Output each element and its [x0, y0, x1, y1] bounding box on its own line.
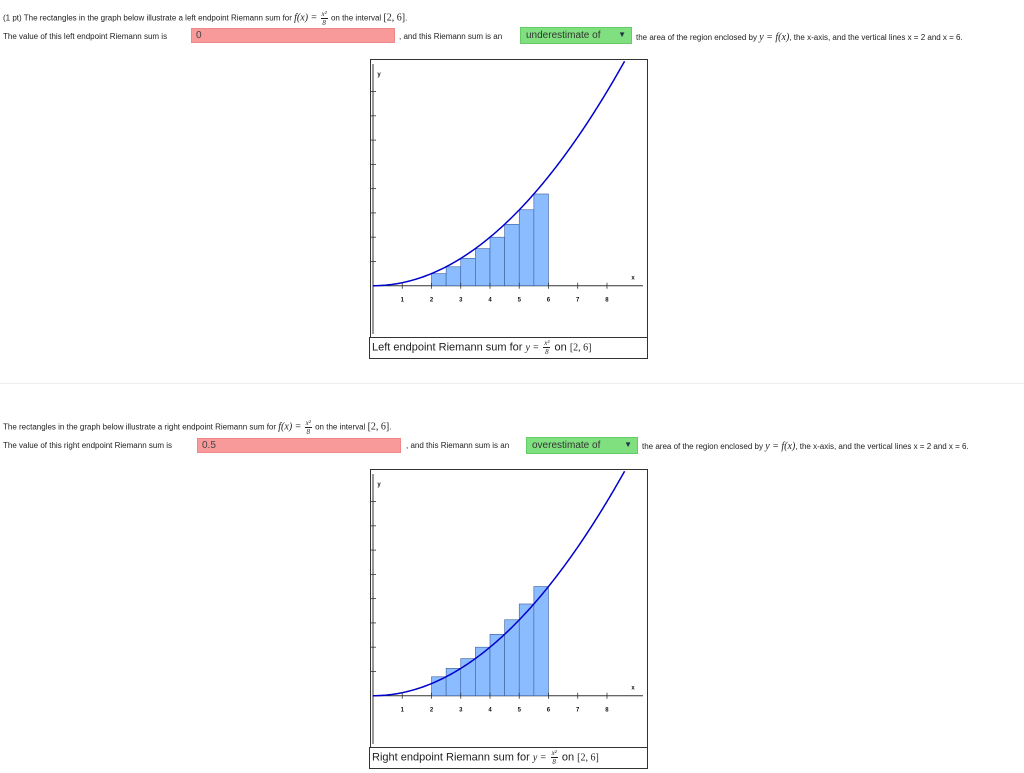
x-tick-label: 1	[401, 298, 405, 304]
x-tick-label: 3	[459, 298, 463, 304]
riemann-sum-input[interactable]: 0.5	[197, 438, 401, 453]
middle-text: , and this Riemann sum is an	[406, 441, 510, 450]
x-tick-label: 5	[518, 298, 522, 304]
x-tick-label: 7	[576, 708, 580, 714]
x-tick-label: 4	[488, 298, 492, 304]
graph-canvas-right: 1234567812345678xy	[357, 470, 643, 744]
estimate-select[interactable]: underestimate of ▼	[520, 27, 632, 44]
value-prompt: The value of this right endpoint Riemann…	[3, 441, 172, 450]
x-axis-label: x	[631, 686, 635, 692]
function-label: f(x) =	[294, 12, 318, 24]
middle-text: , and this Riemann sum is an	[399, 32, 503, 41]
x-tick-label: 3	[459, 708, 463, 714]
points-label: (1 pt)	[3, 13, 22, 23]
riemann-bar	[431, 273, 447, 287]
estimate-select[interactable]: overestimate of ▼	[526, 437, 638, 454]
riemann-bar	[489, 236, 505, 287]
x-tick-label: 5	[518, 708, 522, 714]
x-tick-label: 8	[605, 298, 609, 304]
function-curve	[372, 60, 626, 287]
riemann-bar	[489, 634, 505, 697]
riemann-bar	[445, 266, 462, 287]
riemann-bar	[460, 258, 476, 287]
function-label: f(x) =	[278, 421, 302, 433]
value-prompt: The value of this left endpoint Riemann …	[3, 32, 168, 41]
riemann-bar	[475, 248, 491, 287]
interval-label: on the interval	[330, 13, 382, 23]
select-value: overestimate of	[532, 440, 601, 451]
problem-divider	[0, 383, 1024, 384]
riemann-bar	[533, 586, 549, 697]
riemann-bar	[504, 224, 520, 287]
x-axis-label: x	[631, 276, 635, 282]
function-curve	[372, 470, 626, 697]
x-tick-label: 7	[576, 298, 580, 304]
x-tick-label: 4	[488, 708, 492, 714]
riemann-graph-left: 1234567812345678xy	[357, 59, 648, 339]
riemann-bar	[475, 646, 491, 697]
x-tick-label: 6	[547, 708, 551, 714]
y-axis-label: y	[377, 72, 381, 78]
graph-canvas-left: 1234567812345678xy	[357, 60, 643, 334]
tail-text: the area of the region enclosed by y = f…	[642, 441, 969, 452]
problem-b-intro: The rectangles in the graph below illust…	[3, 422, 277, 432]
graph-caption-left: Left endpoint Riemann sum for y = x² 8 on…	[369, 337, 648, 359]
tail-text: the area of the region enclosed by y = f…	[636, 32, 963, 43]
graph-caption-right: Right endpoint Riemann sum for y = x² 8 o…	[369, 747, 648, 769]
interval-value: [2, 6]	[383, 12, 406, 24]
problem-a-statement: (1 pt) The rectangles in the graph below…	[3, 10, 408, 27]
x-tick-label: 2	[430, 708, 434, 714]
dropdown-arrow-icon: ▼	[624, 440, 632, 449]
interval-label: on the interval	[315, 422, 366, 432]
problem-a-intro: The rectangles in the graph below illust…	[23, 13, 292, 23]
riemann-bar	[504, 619, 520, 697]
dropdown-arrow-icon: ▼	[618, 30, 626, 39]
x-tick-label: 6	[547, 298, 551, 304]
x-tick-label: 8	[605, 708, 609, 714]
y-axis-label: y	[377, 482, 381, 488]
fraction: x² 8	[320, 10, 328, 27]
riemann-bar	[518, 209, 535, 287]
interval-value: [2, 6]	[367, 421, 390, 433]
fraction: x² 8	[304, 419, 312, 436]
riemann-sum-input[interactable]: 0	[191, 28, 395, 43]
riemann-bar	[533, 193, 549, 287]
select-value: underestimate of	[526, 30, 601, 41]
x-tick-label: 1	[401, 708, 405, 714]
x-tick-label: 2	[430, 298, 434, 304]
problem-b-statement: The rectangles in the graph below illust…	[3, 419, 392, 436]
riemann-graph-right: 1234567812345678xy	[357, 469, 648, 749]
